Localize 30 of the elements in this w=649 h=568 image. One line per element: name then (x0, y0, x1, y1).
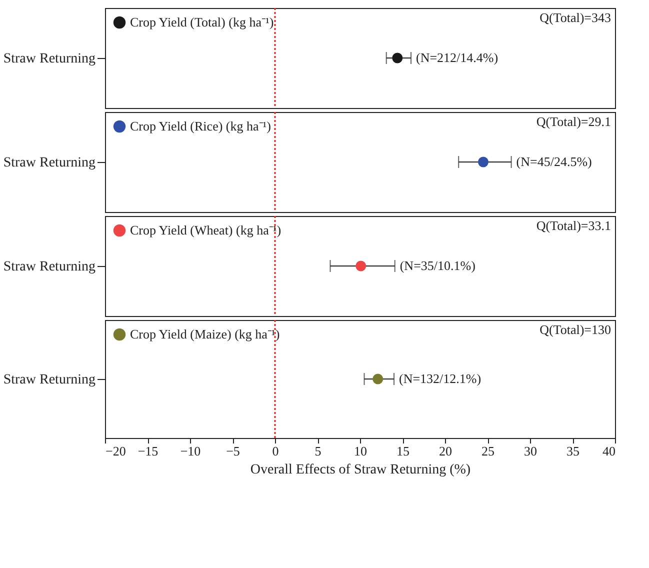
x-tick-label: 5 (314, 444, 322, 458)
data-label: (N=45/24.5%) (516, 154, 592, 169)
x-tick-label: 15 (396, 444, 410, 458)
annotation: Q(Total)=29.1 (536, 114, 611, 129)
y-tick-label: Straw Returning (3, 52, 96, 66)
x-tick-label: 20 (439, 444, 452, 458)
legend-label: Crop Yield (Rice) (kg ha⁻¹) (130, 118, 271, 134)
annotation: Q(Total)=130 (540, 322, 611, 337)
x-tick-label: −20 (106, 444, 126, 458)
annotation: Q(Total)=33.1 (536, 218, 611, 233)
x-tick-label: −15 (138, 444, 158, 458)
x-axis-title: Overall Effects of Straw Returning (%) (250, 462, 471, 478)
x-tick-label: 40 (602, 444, 616, 458)
x-tick-label: 30 (524, 444, 537, 458)
x-tick-label: 35 (566, 444, 580, 458)
x-tick-label: −5 (226, 444, 240, 458)
y-tick-label: Straw Returning (3, 372, 96, 388)
data-label: (N=212/14.4%) (416, 50, 498, 65)
y-tick-label: Straw Returning (3, 260, 96, 274)
annotation: Q(Total)=343 (540, 10, 611, 25)
y-tick-label: Straw Returning (3, 156, 96, 170)
legend-label: Crop Yield (Total) (kg ha⁻¹) (130, 14, 274, 30)
x-tick-label: 0 (272, 444, 279, 458)
x-tick-label: −10 (180, 444, 201, 458)
data-label: (N=132/12.1%) (399, 371, 482, 386)
legend-label: Crop Yield (Wheat) (kg ha⁻¹) (130, 222, 282, 238)
x-tick-label: 10 (354, 444, 367, 458)
x-tick-label: 25 (482, 444, 494, 458)
legend-label: Crop Yield (Maize) (kg ha⁻¹) (130, 326, 280, 342)
data-label: (N=35/10.1%) (400, 258, 476, 273)
